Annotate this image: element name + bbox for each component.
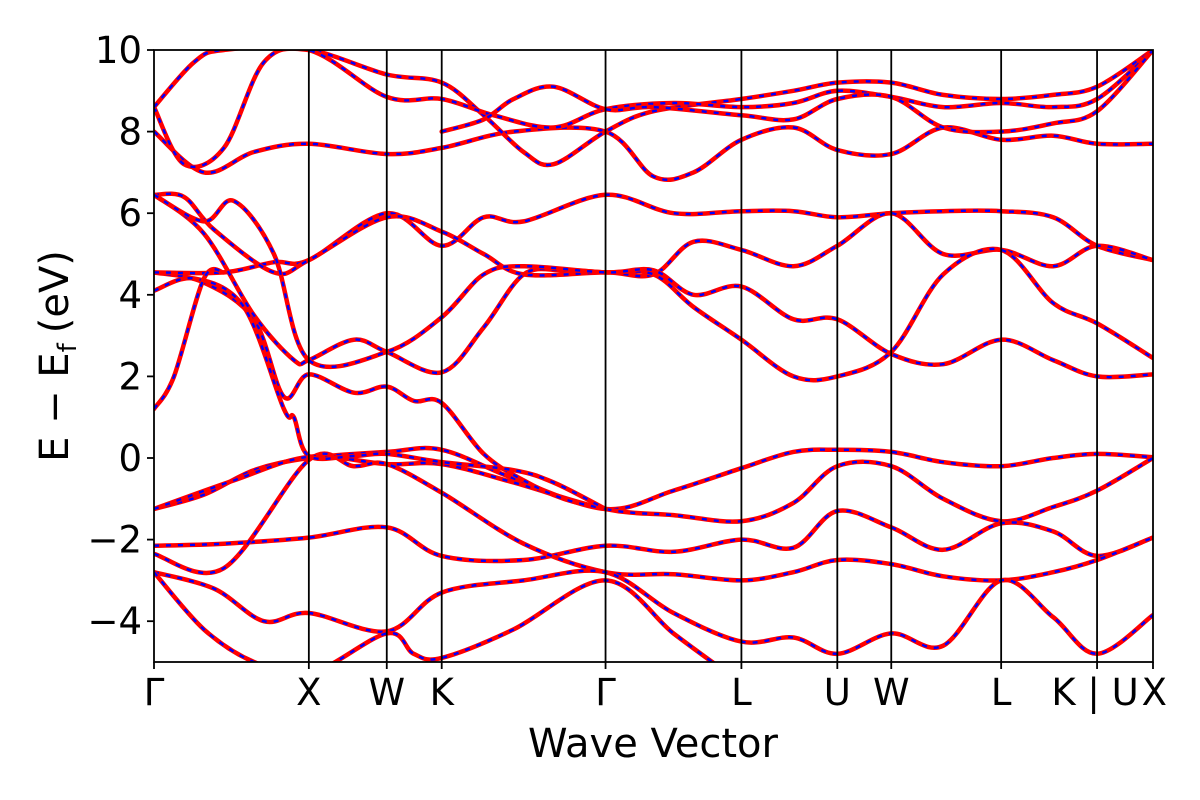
- high-symmetry-lines: [307, 50, 1098, 662]
- x-tick-label: W: [873, 671, 910, 714]
- band-7-solid: [154, 270, 608, 512]
- y-axis-ticks: 10 8 6 4 2 0 −2 −4: [87, 29, 154, 643]
- band-3-dashed: [154, 509, 1153, 563]
- band-13-solid: [154, 124, 1153, 183]
- x-tick-label: X: [296, 671, 321, 714]
- band-8-solid: [154, 275, 608, 512]
- x-tick-label: K: [430, 671, 456, 714]
- band-15-dashed: [154, 50, 1153, 129]
- band-11-dashed: [154, 193, 1153, 382]
- band-16-dashed: [154, 267, 225, 410]
- y-tick-label: 6: [118, 192, 142, 235]
- plot-frame: [153, 49, 1154, 663]
- band-4-dashed: [154, 452, 1153, 582]
- band-3-solid: [154, 508, 1153, 564]
- y-axis-label: E − Ef (eV): [32, 250, 83, 462]
- y-tick-label: −2: [87, 519, 142, 562]
- y-tick-label: −4: [87, 600, 142, 643]
- x-tick-label: W: [368, 671, 405, 714]
- x-tick-label: Γ: [144, 671, 165, 714]
- y-axis-label-main: E − E: [32, 352, 78, 462]
- y-tick-label: 0: [118, 437, 142, 480]
- x-tick-label: Γ: [595, 671, 616, 714]
- y-axis-label-sub: f: [53, 342, 83, 352]
- band-16-solid: [154, 266, 227, 412]
- y-tick-label: 2: [118, 355, 142, 398]
- band-7-dashed: [154, 271, 606, 511]
- band-13-dashed: [154, 126, 1153, 181]
- band-lines: [154, 50, 1153, 662]
- y-tick-label: 4: [118, 274, 142, 317]
- band-17-dashed: [441, 50, 1153, 134]
- x-tick-label: X: [1142, 671, 1167, 714]
- band-15-solid: [154, 50, 1153, 130]
- y-tick-label: 8: [118, 111, 142, 154]
- band-4-solid: [154, 451, 1153, 583]
- x-tick-label: L: [731, 671, 752, 714]
- x-tick-label: U: [824, 671, 851, 714]
- band-12-dashed: [154, 193, 1153, 379]
- x-tick-label: K | U: [1051, 671, 1138, 714]
- y-tick-label: 10: [95, 29, 142, 72]
- band-12-solid: [154, 192, 1153, 380]
- y-axis-label-unit: (eV): [32, 250, 78, 333]
- x-tick-label: L: [991, 671, 1012, 714]
- x-axis-label: Wave Vector: [528, 721, 779, 767]
- band-6-dashed: [154, 571, 715, 662]
